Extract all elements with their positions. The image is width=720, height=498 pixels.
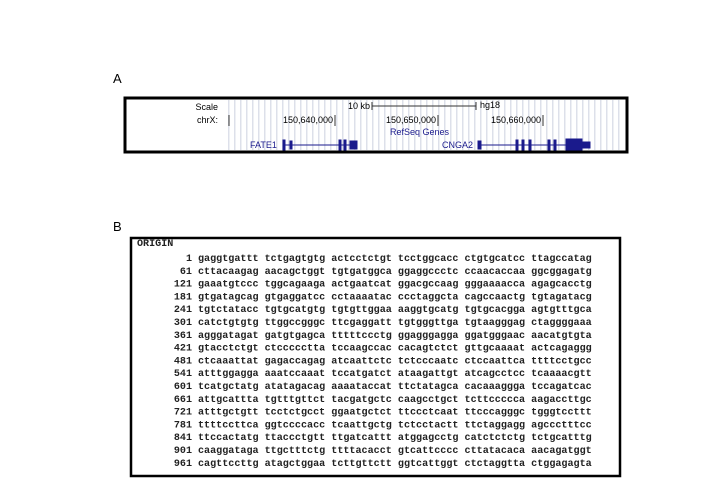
sequence: catctgtgtg ttggccgggc ttcgaggatt tgtgggt… xyxy=(198,318,592,329)
sequence: cttacaagag aacagctggt tgtgatggca ggaggcc… xyxy=(198,267,592,278)
panel-label: B xyxy=(113,219,122,234)
gene-model xyxy=(282,138,591,151)
line-start: 61 xyxy=(180,267,192,278)
sequence: caaggataga ttgctttctg ttttacacct gtcattc… xyxy=(198,446,592,457)
sequence-frame xyxy=(129,236,622,478)
sequence: ctcaaattat gagaccagag atcaattctc tctccca… xyxy=(198,356,592,367)
line-start: 781 xyxy=(174,420,192,431)
sequence: ttccactatg ttaccctgtt ttgatcattt atggagc… xyxy=(198,433,592,444)
scale-label: Scale xyxy=(195,102,218,112)
sequence: gtacctctgt ctccccctta tccaagccac cacagtc… xyxy=(198,344,592,355)
gene-name: CNGA2 xyxy=(442,140,473,150)
sequence: tcatgctatg atatagacag aaaataccat ttctata… xyxy=(198,382,592,393)
sequence: atttggagga aaatccaaat tccatgatct ataagat… xyxy=(198,369,592,380)
sequence: atttgctgtt tcctctgcct ggaatgctct ttccctc… xyxy=(198,408,592,419)
sequence: gaggtgattt tctgagtgtg actcctctgt tcctggc… xyxy=(198,254,592,265)
line-start: 301 xyxy=(174,318,192,329)
origin-header: ORIGIN xyxy=(137,239,173,250)
sequence: cagttccttg atagctggaa tcttgttctt ggtcatt… xyxy=(198,459,592,470)
line-start: 181 xyxy=(174,292,192,303)
chrom-label: chrX: xyxy=(197,115,218,125)
browser-track-bg xyxy=(226,100,624,150)
line-start: 961 xyxy=(174,459,192,470)
line-start: 901 xyxy=(174,446,192,457)
scale-bar xyxy=(371,102,477,110)
scale-bar-label: 10 kb xyxy=(348,101,370,111)
sequence: attgcattta tgtttgttct tacgatgctc caagcct… xyxy=(198,395,592,406)
line-start: 361 xyxy=(174,331,192,342)
panel-label: A xyxy=(113,71,122,86)
track-name: RefSeq Genes xyxy=(390,127,450,137)
sequence: gtgatagcag gtgaggatcc cctaaaatac ccctagg… xyxy=(198,292,592,303)
position: 150,640,000 xyxy=(283,115,333,125)
sequence: tgtctatacc tgtgcatgtg tgtgttggaa aaggtgc… xyxy=(198,305,592,316)
line-start: 241 xyxy=(174,305,192,316)
sequence: agggatagat gatgtgagca tttttccctg ggaggga… xyxy=(198,331,592,342)
line-start: 721 xyxy=(174,408,192,419)
gene-name: FATE1 xyxy=(250,140,277,150)
line-start: 661 xyxy=(174,395,192,406)
sequence: ttttccttca ggtccccacc tcaattgctg tctccta… xyxy=(198,420,592,431)
ruler-ticks xyxy=(228,115,544,126)
line-start: 421 xyxy=(174,344,192,355)
line-start: 1 xyxy=(186,254,192,265)
line-start: 541 xyxy=(174,369,192,380)
line-start: 121 xyxy=(174,280,192,291)
assembly: hg18 xyxy=(480,100,500,110)
line-start: 841 xyxy=(174,433,192,444)
line-start: 481 xyxy=(174,356,192,367)
position: 150,650,000 xyxy=(386,115,436,125)
sequence-rows: 1 gaggtgattt tctgagtgtg actcctctgt tcctgg… xyxy=(174,254,592,470)
line-start: 601 xyxy=(174,382,192,393)
position: 150,660,000 xyxy=(491,115,541,125)
sequence: gaaatgtccc tggcagaaga actgaatcat ggacgcc… xyxy=(198,280,592,291)
